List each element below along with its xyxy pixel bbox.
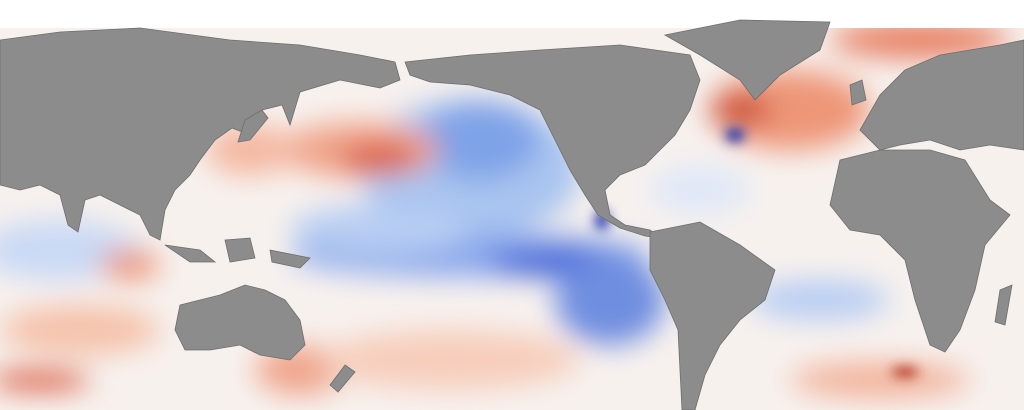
cool-anomaly — [650, 165, 750, 215]
warm-anomaly — [710, 95, 770, 125]
warm-anomaly — [830, 22, 1010, 58]
asia — [0, 27, 401, 241]
sea-ice — [0, 0, 1024, 28]
warm-anomaly — [100, 251, 160, 279]
warm-anomaly — [320, 330, 580, 390]
land-masses — [0, 19, 1024, 410]
cool-anomaly — [725, 128, 745, 142]
japan — [237, 109, 269, 143]
south-america — [649, 221, 776, 410]
uk — [849, 79, 867, 106]
africa — [829, 149, 1011, 353]
cool-anomaly — [420, 100, 540, 180]
warm-anomaly — [0, 370, 90, 390]
new-zealand — [329, 364, 356, 393]
warm-anomaly — [790, 362, 970, 398]
cool-anomaly — [555, 255, 665, 345]
anomaly-field — [0, 22, 1010, 398]
cool-anomaly — [290, 205, 470, 255]
europe — [859, 39, 1024, 151]
greenland — [663, 19, 831, 101]
north-america — [404, 44, 701, 239]
australia — [174, 284, 306, 361]
warm-anomaly — [0, 305, 160, 355]
warm-anomaly — [340, 144, 420, 172]
cool-anomaly — [750, 280, 890, 320]
madagascar — [994, 284, 1013, 326]
indonesia — [164, 237, 311, 269]
warm-anomaly — [891, 367, 919, 377]
warm-anomaly — [205, 125, 295, 175]
